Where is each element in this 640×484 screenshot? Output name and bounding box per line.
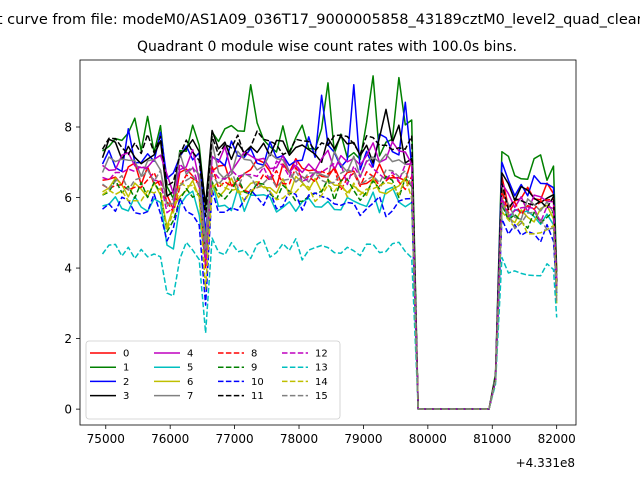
x-tick-label: 79000 [344, 432, 382, 446]
legend-label-11: 11 [251, 391, 264, 402]
y-tick-label: 0 [64, 403, 72, 417]
series-line-11 [101, 130, 558, 410]
legend-label-14: 14 [315, 377, 328, 388]
x-tick-label: 78000 [280, 432, 318, 446]
y-tick-label: 6 [64, 191, 72, 205]
y-tick-label: 4 [64, 262, 72, 276]
series-line-10 [102, 189, 558, 410]
legend-label-13: 13 [315, 363, 328, 374]
y-tick-label: 8 [64, 121, 72, 135]
legend-label-5: 5 [187, 363, 193, 374]
legend-box [85, 340, 341, 420]
x-tick-label: 80000 [409, 432, 447, 446]
legend-label-15: 15 [315, 391, 328, 402]
legend-label-1: 1 [123, 363, 129, 374]
legend-label-10: 10 [251, 377, 264, 388]
axes-frame [79, 59, 577, 426]
axes: 75000 76000 77000 78000 79000 80000 81000 82000… [64, 59, 577, 446]
legend-label-0: 0 [123, 349, 129, 360]
legend-label-2: 2 [123, 377, 129, 388]
x-tick-label: 82000 [538, 432, 576, 446]
plot-area [101, 75, 558, 410]
legend-label-8: 8 [251, 349, 257, 360]
x-tick-label: 77000 [216, 432, 254, 446]
legend-label-3: 3 [123, 391, 129, 402]
x-offset-label: +4.331e8 [516, 456, 575, 470]
figure-suptitle: Light curve from file: modeM0/AS1A09_036… [0, 12, 640, 28]
legend-label-4: 4 [187, 349, 193, 360]
legend-label-9: 9 [251, 363, 257, 374]
x-tick-label: 81000 [473, 432, 511, 446]
x-tick-label: 75000 [87, 432, 125, 446]
legend-label-6: 6 [187, 377, 193, 388]
y-tick-label: 2 [64, 332, 72, 346]
x-tick-label: 76000 [151, 432, 189, 446]
series-line-15 [102, 168, 558, 410]
chart-title: Quadrant 0 module wise count rates with … [137, 39, 517, 55]
legend-label-7: 7 [187, 391, 193, 402]
legend-label-12: 12 [315, 349, 328, 360]
series-line-13 [101, 237, 558, 410]
